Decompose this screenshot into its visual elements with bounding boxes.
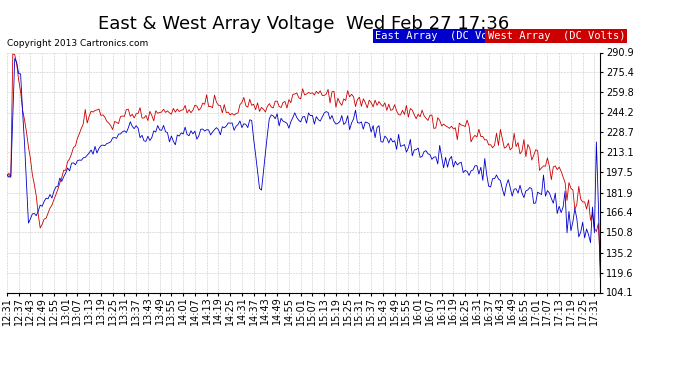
Text: East Array  (DC Volts): East Array (DC Volts) — [375, 31, 512, 41]
Text: West Array  (DC Volts): West Array (DC Volts) — [488, 31, 625, 41]
Text: East & West Array Voltage  Wed Feb 27 17:36: East & West Array Voltage Wed Feb 27 17:… — [98, 15, 509, 33]
Text: Copyright 2013 Cartronics.com: Copyright 2013 Cartronics.com — [7, 39, 148, 48]
